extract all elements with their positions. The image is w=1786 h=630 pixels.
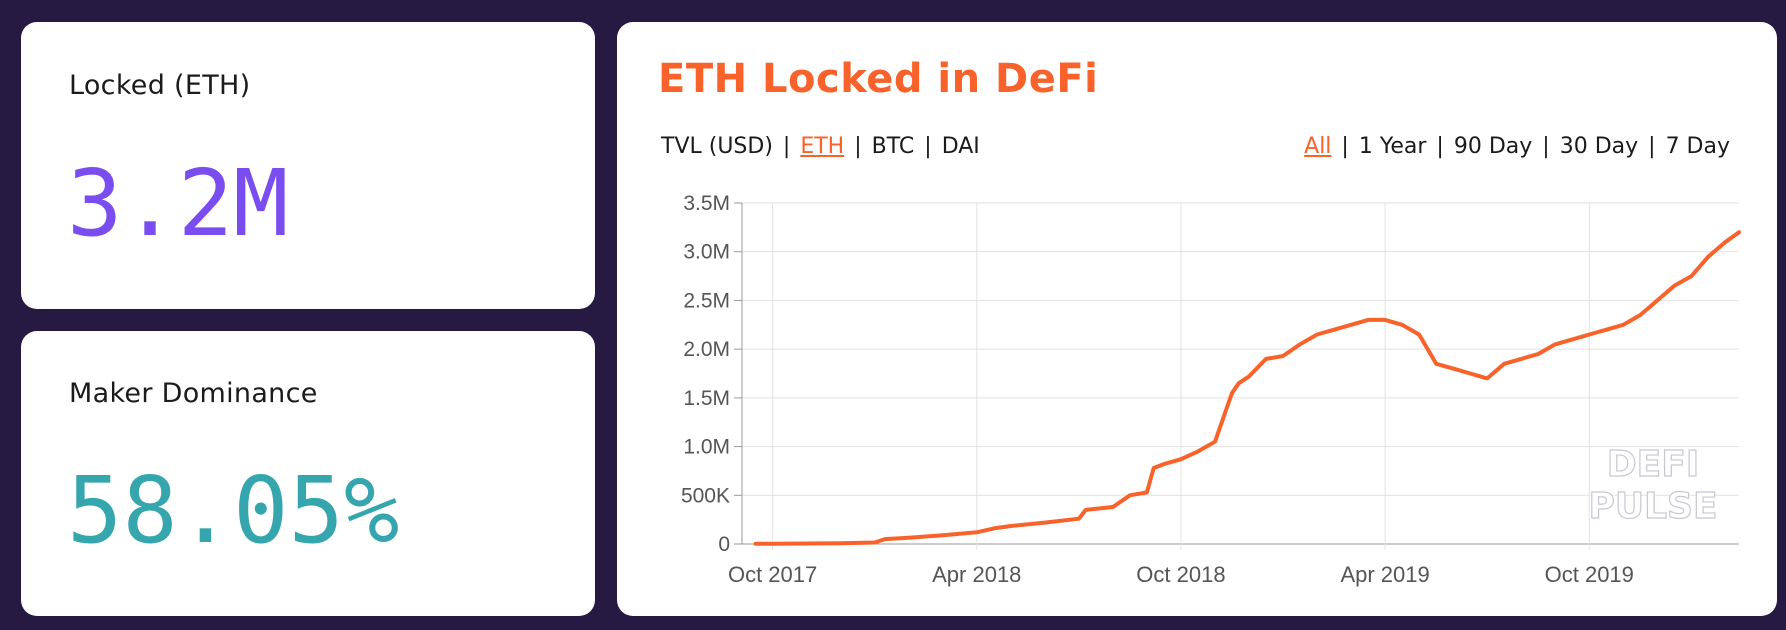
x-tick-label: Oct 2019 xyxy=(1545,562,1634,587)
metric-option-dai[interactable]: DAI xyxy=(941,134,980,159)
defi-pulse-watermark: DEFI PULSE xyxy=(1588,443,1718,527)
y-tick-label: 3.5M xyxy=(683,192,730,215)
locked-eth-label: Locked (ETH) xyxy=(69,70,251,101)
x-tick-label: Apr 2018 xyxy=(932,562,1021,587)
separator: | xyxy=(1648,134,1656,159)
separator: | xyxy=(1436,134,1444,159)
series-layer xyxy=(753,230,1741,546)
x-tick-label: Oct 2018 xyxy=(1136,562,1225,587)
metric-toggle: TVL (USD) | ETH | BTC | DAI xyxy=(661,134,980,159)
separator: | xyxy=(782,134,791,159)
range-option-90-day[interactable]: 90 Day xyxy=(1453,134,1533,159)
metric-option-tvl-usd[interactable]: TVL (USD) xyxy=(661,134,773,159)
range-option-7-day[interactable]: 7 Day xyxy=(1665,134,1730,159)
chart-grid xyxy=(741,202,1739,550)
y-axis: 0 500K 1.0M 1.5M 2.0M 2.5M 3.0M 3.5M xyxy=(681,192,742,556)
watermark-line-2: PULSE xyxy=(1588,486,1717,527)
maker-dominance-value: 58.05% xyxy=(67,457,400,564)
range-option-all[interactable]: All xyxy=(1304,134,1332,159)
range-option-30-day[interactable]: 30 Day xyxy=(1559,134,1639,159)
series-line-eth-locked xyxy=(753,230,1741,546)
separator: | xyxy=(924,134,932,159)
separator: | xyxy=(854,134,862,159)
range-toggle: All | 1 Year | 90 Day | 30 Day | 7 Day xyxy=(1304,134,1730,159)
maker-dominance-card: Maker Dominance 58.05% xyxy=(21,331,595,616)
range-option-1-year[interactable]: 1 Year xyxy=(1358,134,1427,159)
y-tick-label: 500K xyxy=(681,484,730,507)
separator: | xyxy=(1542,134,1550,159)
chart-card: ETH Locked in DeFi TVL (USD) | ETH | BTC… xyxy=(617,22,1777,616)
maker-dominance-label: Maker Dominance xyxy=(69,378,318,409)
x-axis: Oct 2017 Apr 2018 Oct 2018 Apr 2019 Oct 2019 xyxy=(728,562,1634,587)
chart-title: ETH Locked in DeFi xyxy=(658,56,1099,102)
y-tick-label: 3.0M xyxy=(683,241,730,264)
line-chart: 0 500K 1.0M 1.5M 2.0M 2.5M 3.0M 3.5M Oct 2017 Ap… xyxy=(681,192,1741,587)
y-tick-label: 0 xyxy=(718,533,730,556)
locked-eth-card: Locked (ETH) 3.2M xyxy=(21,22,595,309)
separator: | xyxy=(1341,134,1349,159)
x-tick-label: Oct 2017 xyxy=(728,562,817,587)
metric-option-btc[interactable]: BTC xyxy=(871,134,915,159)
locked-eth-value: 3.2M xyxy=(67,150,289,257)
x-tick-label: Apr 2019 xyxy=(1340,562,1429,587)
watermark-line-1: DEFI xyxy=(1607,444,1699,485)
y-tick-label: 1.0M xyxy=(683,436,730,459)
y-tick-label: 1.5M xyxy=(683,387,730,410)
y-tick-label: 2.0M xyxy=(683,338,730,361)
y-tick-label: 2.5M xyxy=(683,289,730,312)
metric-option-eth[interactable]: ETH xyxy=(800,134,845,159)
